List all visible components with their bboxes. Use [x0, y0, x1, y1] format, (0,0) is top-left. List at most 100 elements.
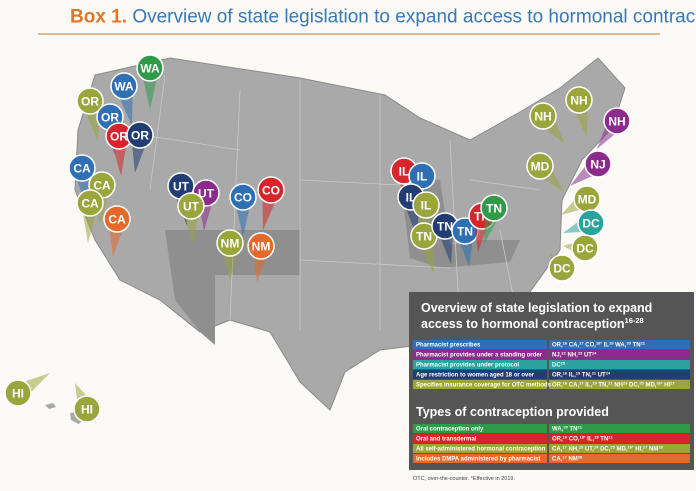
state: CA,	[552, 457, 563, 463]
pin-label: IL	[417, 170, 428, 184]
state: DC,	[629, 383, 640, 389]
pin-label: HI	[12, 387, 24, 401]
row-states: DC25	[552, 361, 566, 369]
pin	[603, 107, 631, 135]
row-states-cell	[549, 380, 690, 389]
row-label: Oral and transdermal	[416, 437, 477, 443]
row-label-cell	[413, 444, 547, 453]
state-ref: 16	[563, 371, 568, 376]
pin-label: TN	[416, 230, 432, 244]
state: TN	[633, 343, 641, 349]
legend-title: access to hormonal contraception16-28	[421, 316, 644, 331]
title: Box 1. Overview of state legislation to …	[70, 6, 696, 28]
pin	[571, 234, 599, 262]
state-ref: 24	[594, 445, 599, 450]
row-states-cell	[549, 424, 690, 433]
state: MD,	[617, 447, 628, 453]
state-ref: 28	[578, 455, 583, 460]
row-label-cell	[413, 370, 547, 379]
state-ref: 19	[609, 341, 614, 346]
state: TN	[569, 427, 577, 433]
state: TN	[600, 437, 608, 443]
footnote-bg	[409, 470, 694, 491]
pin	[68, 154, 96, 182]
row-label: Pharmacist provides under a standing ord…	[416, 353, 543, 359]
state: CO,	[585, 343, 596, 349]
pin-label: NH	[570, 94, 587, 108]
state-ref: 27	[643, 445, 648, 450]
title-text: Overview of state legislation to expand …	[132, 6, 696, 28]
state: OR,	[552, 383, 563, 389]
state-ref: 16	[563, 435, 568, 440]
row-states: CA,17 NH,23 UT,24 DC,25 MD,26* HI,27 NM2…	[552, 445, 664, 453]
state-ref: 18*	[596, 341, 602, 346]
pin-label: WA	[114, 80, 134, 94]
pin	[229, 183, 257, 211]
row-states: WA,20 TN21	[552, 425, 583, 433]
row-label-cell	[413, 424, 547, 433]
row-states-cell	[549, 350, 690, 359]
state: TN,	[598, 383, 608, 389]
row-label-cell	[413, 380, 547, 389]
state: UT	[598, 373, 606, 379]
state: OR,	[552, 373, 563, 379]
row-label: Pharmacist prescribes	[416, 343, 481, 349]
pin	[216, 229, 244, 257]
state: IL,	[587, 437, 594, 443]
pin	[110, 72, 138, 100]
pin-label: DC	[582, 217, 600, 231]
pin	[565, 86, 593, 114]
row-states-cell	[549, 360, 690, 369]
state-ref: 16	[563, 381, 568, 386]
row-label-cell	[413, 454, 547, 463]
state-ref: 23	[623, 381, 628, 386]
state-ref: 28	[658, 445, 663, 450]
row-label: Includes DMPA administered by pharmacist	[416, 457, 540, 463]
row-label-cell	[413, 340, 547, 349]
state: UT,	[585, 447, 594, 453]
pin	[76, 189, 104, 217]
state: HI,	[635, 447, 643, 453]
state-ref: 25	[610, 445, 615, 450]
row-states: NJ,22 NH,23 UT24	[552, 351, 597, 359]
pin-label: MD	[578, 193, 597, 207]
legend-sup: 16-28	[625, 316, 644, 325]
state: CA,	[569, 343, 580, 349]
pin	[480, 194, 508, 222]
state: TN,	[582, 373, 592, 379]
state-ref: 20	[626, 341, 631, 346]
pin-label: TN	[486, 202, 502, 216]
pin	[257, 176, 285, 204]
state: OR,	[552, 343, 563, 349]
pin	[584, 150, 612, 178]
pin-label: NH	[534, 110, 551, 124]
state: NH,	[568, 447, 579, 453]
pin-label: DC	[576, 242, 594, 256]
row-states-cell	[549, 340, 690, 349]
pin-label: NM	[252, 240, 271, 254]
pin	[136, 54, 164, 82]
pin-label: CA	[81, 197, 99, 211]
pin-label: OR	[81, 95, 99, 109]
pin	[126, 121, 154, 149]
state-ref: 21	[592, 371, 597, 376]
state: NH	[614, 383, 623, 389]
row-label: Pharmacist provides under protocol	[416, 363, 519, 369]
legend-title: Overview of state legislation to expand	[421, 301, 652, 315]
pin	[177, 192, 205, 220]
pin-label: TN	[437, 220, 453, 234]
pin-label: TN	[457, 225, 473, 239]
pin-label: OR	[101, 111, 119, 125]
state-ref: 21	[641, 341, 646, 346]
pin-label: UT	[198, 187, 215, 201]
state: IL	[604, 343, 610, 349]
state: NM	[649, 447, 658, 453]
state-ref: 26*	[628, 445, 634, 450]
pin	[4, 379, 32, 407]
pin-label: OR	[110, 130, 128, 144]
pin	[73, 395, 101, 423]
pin-label: CA	[108, 213, 126, 227]
state: IL,	[585, 383, 592, 389]
row-label-cell	[413, 360, 547, 369]
